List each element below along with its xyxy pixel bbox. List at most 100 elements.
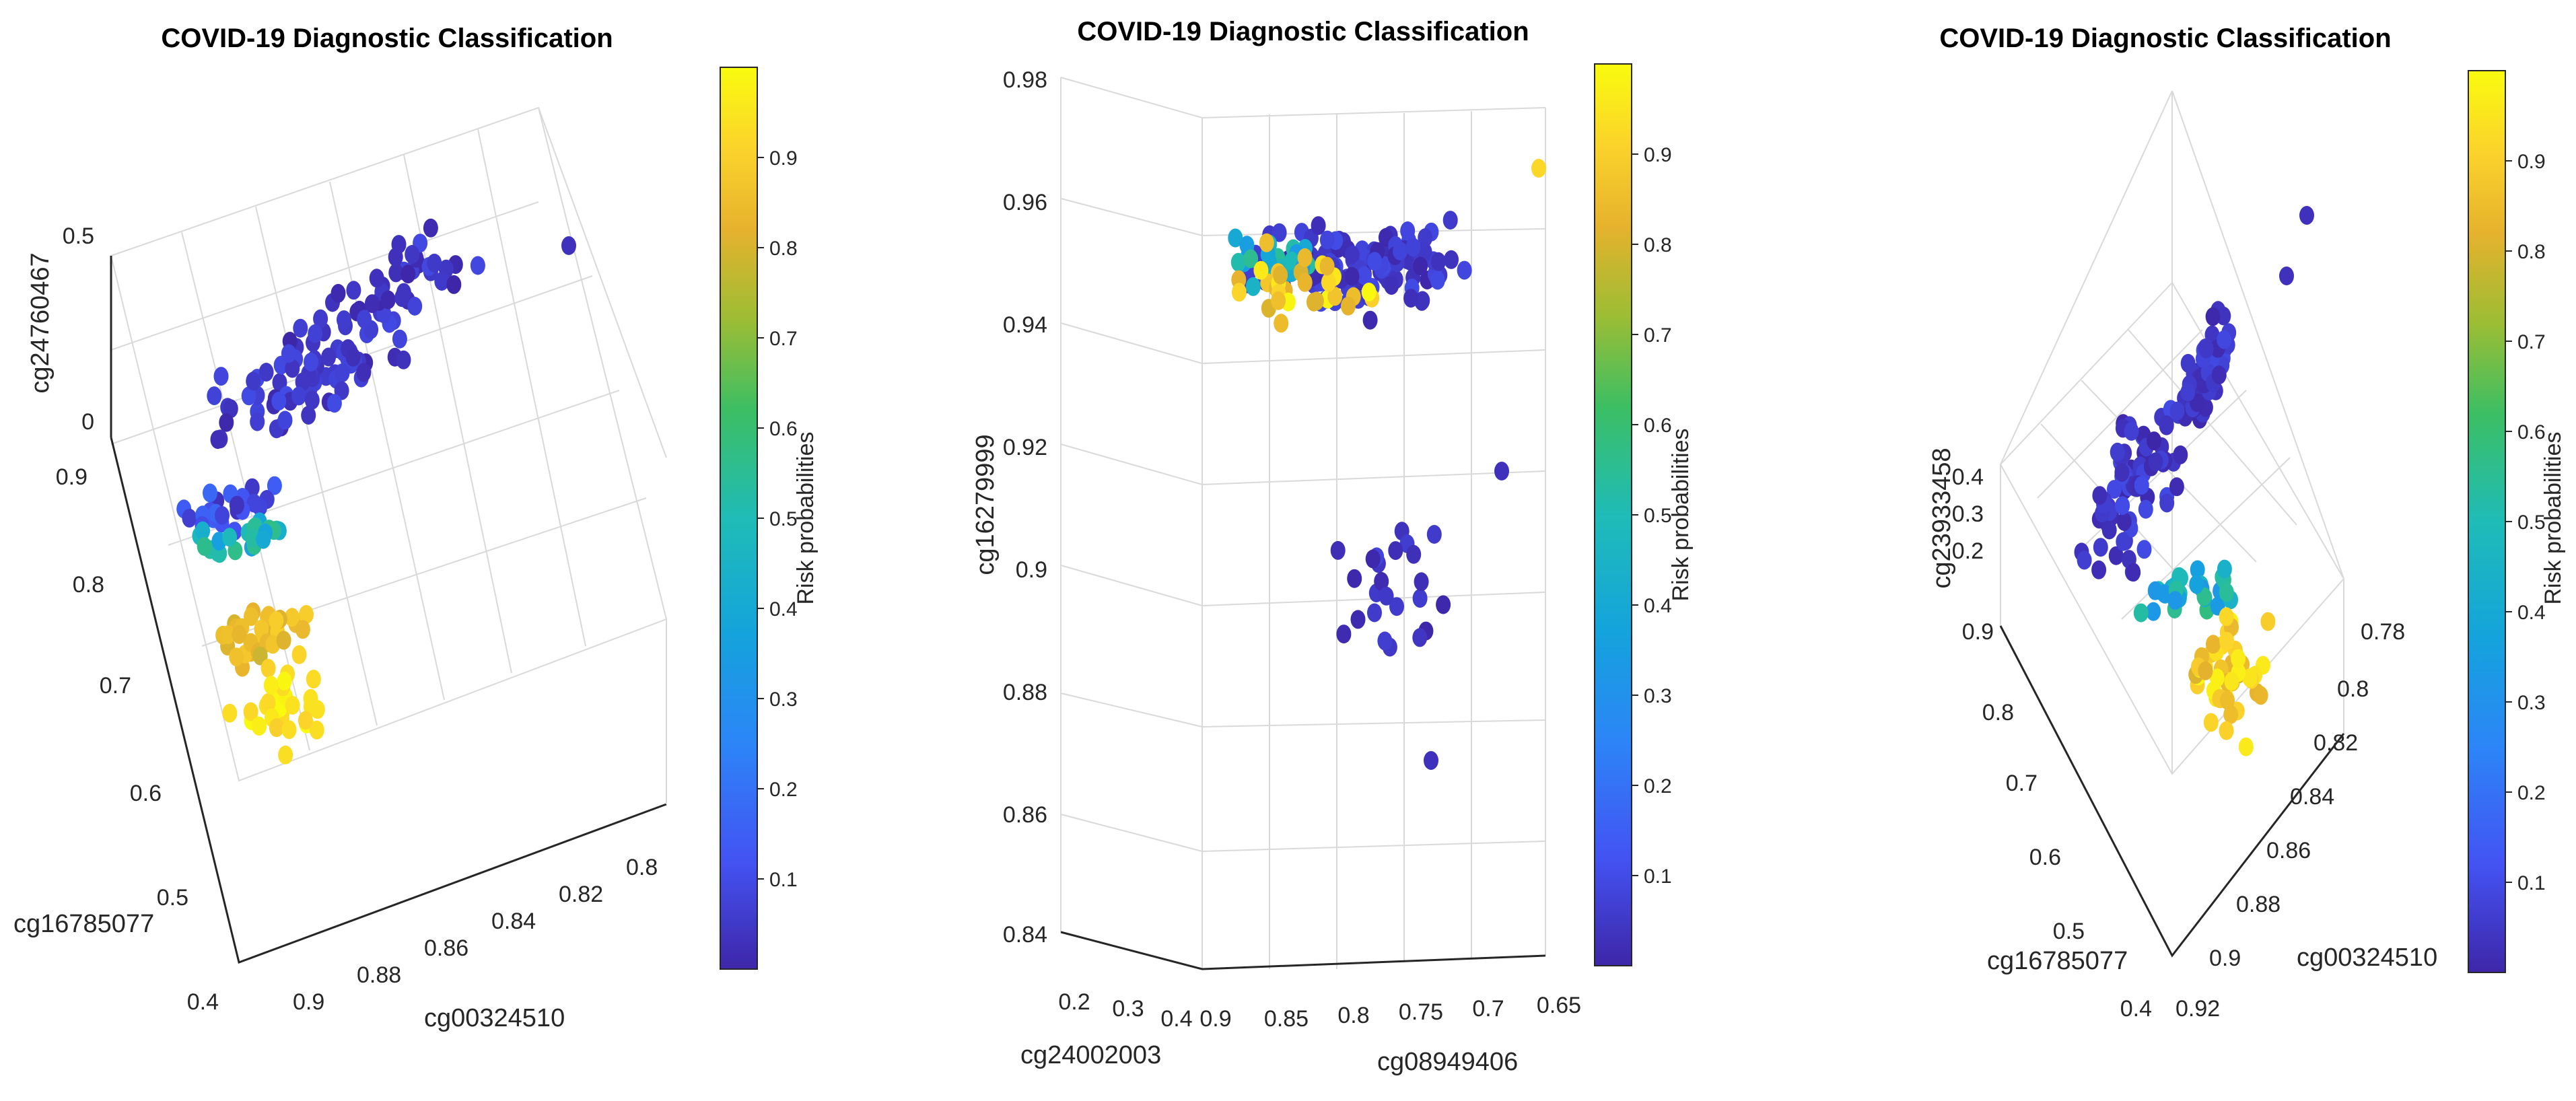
scatter-point — [195, 521, 211, 540]
scatter-point — [295, 620, 310, 639]
scatter-point — [1400, 221, 1416, 240]
scatter-point — [396, 350, 411, 369]
scatter-point — [1350, 610, 1366, 629]
scatter-point — [2148, 452, 2163, 472]
scatter-point — [1253, 260, 1269, 280]
scatter-point — [357, 310, 372, 329]
scatter-point — [291, 645, 307, 664]
scatter-point — [2224, 672, 2239, 691]
scatter-point — [1393, 242, 1408, 261]
x-tick: 0.9 — [1199, 1006, 1231, 1032]
y-tick: 0.9 — [56, 464, 88, 490]
scatter-point — [1405, 238, 1421, 257]
y-tick: 0.5 — [2053, 919, 2085, 944]
scatter-point — [260, 693, 276, 713]
y-tick: 0.6 — [130, 781, 162, 806]
scatter-point — [337, 310, 351, 330]
scatter-point — [2134, 476, 2149, 495]
scatter-point — [2217, 330, 2232, 349]
scatter-point — [326, 394, 342, 413]
scatter-point — [293, 318, 308, 338]
scatter-point — [405, 245, 420, 264]
scatter-point — [258, 363, 274, 382]
scatter-point — [2146, 602, 2161, 621]
y-tick: 0.8 — [73, 572, 104, 598]
scatter-point — [396, 283, 411, 302]
scatter-point — [1367, 252, 1383, 271]
colorbar-tick: 0.2 — [1644, 775, 1672, 797]
z-tick: 0.3 — [1952, 501, 1984, 527]
colorbar-label: Risk probabilities — [2540, 432, 2566, 605]
scatter-point — [309, 720, 324, 740]
scatter-point — [1361, 283, 1377, 301]
scatter-point — [1230, 252, 1246, 272]
scatter-point — [1243, 249, 1259, 269]
scatter-points — [1228, 159, 1546, 770]
x-tick: 0.7 — [1472, 996, 1504, 1022]
colorbar-tick: 0.5 — [769, 508, 798, 530]
colorbar-tick: 0.4 — [769, 598, 798, 620]
x-tick: 0.88 — [2236, 892, 2281, 917]
scatter-point — [2169, 477, 2184, 497]
scatter-point — [313, 309, 328, 328]
scatter-point — [2217, 559, 2232, 579]
scatter-point — [1231, 283, 1247, 302]
scatter-point — [1245, 277, 1261, 296]
scatter-point — [1356, 266, 1372, 285]
z-tick: 0.88 — [1003, 680, 1047, 705]
scatter-point — [1362, 310, 1378, 330]
y-axis-label: cg16785077 — [13, 910, 154, 938]
scatter-point — [245, 528, 260, 548]
scatter-point — [222, 528, 238, 547]
colorbar-tick: 0.9 — [1644, 144, 1672, 166]
scatter-point — [1531, 159, 1546, 178]
scatter-point — [277, 411, 293, 430]
scatter-point — [1374, 571, 1389, 591]
scatter-point — [1413, 256, 1428, 276]
x-tick: 0.86 — [2266, 838, 2311, 863]
scatter-point — [2238, 737, 2254, 756]
scatter-point — [2116, 512, 2132, 531]
scatter-point — [1311, 216, 1326, 236]
y-tick: 0.4 — [187, 989, 219, 1015]
colorbar-tick: 0.2 — [2517, 782, 2546, 804]
colorbar-tick: 0.6 — [1644, 415, 1672, 437]
scatter-point — [2136, 540, 2152, 559]
scatter-point — [1344, 245, 1360, 264]
scatter-point — [1431, 252, 1446, 271]
scatter-point — [2219, 583, 2234, 602]
scatter-point — [2133, 603, 2149, 623]
scatter-point — [271, 392, 287, 411]
scatter-point — [2116, 532, 2131, 551]
scatter-point — [2107, 480, 2122, 499]
scatter-point — [2260, 612, 2276, 631]
scatter-point — [197, 537, 212, 556]
scatter-point — [256, 530, 271, 549]
y-tick: 0.3 — [1112, 996, 1144, 1022]
scatter-point — [1384, 276, 1399, 295]
scatter-point — [2253, 686, 2268, 705]
z-tick: 0.4 — [1952, 464, 1984, 490]
scatter-point — [285, 696, 300, 715]
scatter-point — [1403, 289, 1419, 308]
scatter-point — [2126, 563, 2141, 582]
colorbar-tick: 0.1 — [769, 869, 798, 891]
scatter-point — [446, 275, 462, 294]
scatter-point — [1272, 223, 1287, 242]
x-tick: 0.84 — [491, 909, 536, 934]
scatter-point — [215, 506, 230, 525]
scatter-point — [301, 406, 316, 425]
x-tick: 0.8 — [1337, 1003, 1369, 1028]
scatter-point — [2157, 584, 2172, 604]
scatter-point — [2219, 607, 2234, 627]
scatter-point — [1442, 211, 1458, 230]
scatter-point — [1319, 256, 1335, 276]
scatter-point — [2147, 431, 2162, 451]
scatter-point — [2124, 421, 2139, 441]
scatter-point — [281, 720, 297, 740]
axis-ticks: 0.5 0 0.9 0.8 0.7 0.6 0.5 0.4 0.9 0.88 0… — [56, 223, 658, 1015]
scatter-point — [2180, 382, 2196, 402]
scatter-point — [310, 700, 325, 719]
scatter-point — [2231, 649, 2246, 668]
axis-ticks: 0.98 0.96 0.94 0.92 0.9 0.88 0.86 0.84 0… — [1003, 67, 1581, 1032]
